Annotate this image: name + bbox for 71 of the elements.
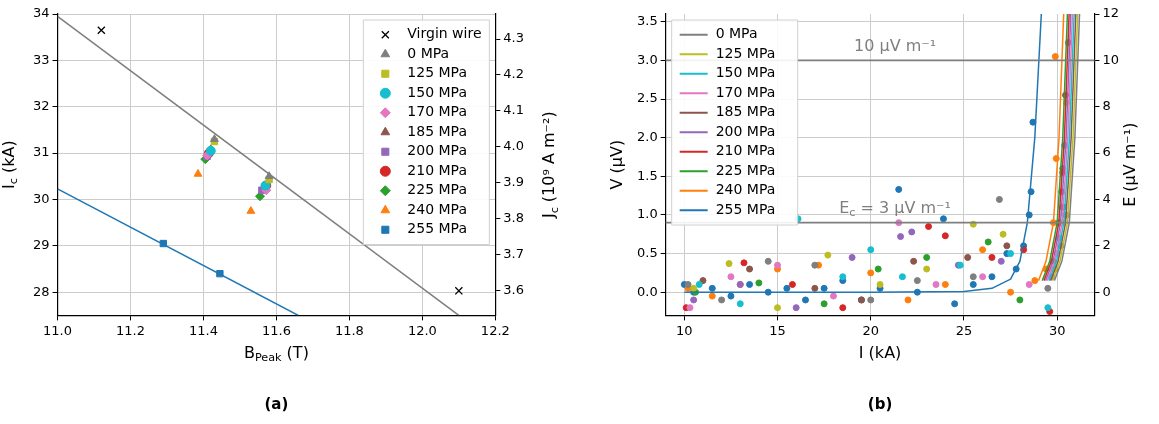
- legend-label: 125 MPa: [407, 64, 467, 81]
- y2-axis-title: E (μV m⁻¹): [1119, 122, 1139, 207]
- legend-label: 210 MPa: [407, 161, 467, 178]
- y2-tick-label: 4.0: [503, 138, 525, 154]
- y-axis-title: Ic (kA): [0, 140, 21, 190]
- y2-tick-label: 8: [1102, 98, 1111, 114]
- y-tick-label: 29: [33, 237, 50, 253]
- legend-label: 200 MPa: [407, 142, 467, 159]
- x-tick-label: 15: [769, 322, 786, 338]
- y2-tick-label: 3.6: [503, 281, 525, 297]
- x-axis-title: I (kA): [858, 342, 902, 362]
- x-tick-label: 11.0: [43, 322, 73, 338]
- x-tick-label: 11.4: [188, 322, 218, 338]
- y-axis-title: V (μV): [606, 139, 626, 190]
- x-tick-label: 11.6: [261, 322, 291, 338]
- y-tick-label: 3.0: [636, 51, 658, 67]
- x-tick-label: 12.0: [407, 322, 437, 338]
- legend-label: 150 MPa: [715, 64, 776, 81]
- legend-label: 0 MPa: [407, 44, 450, 61]
- x-tick-label: 10: [676, 322, 693, 338]
- y2-tick-label: 0: [1102, 283, 1111, 299]
- x-tick-label: 11.8: [334, 322, 364, 338]
- legend-label: 185 MPa: [407, 122, 467, 139]
- y-tick-label: 30: [33, 190, 50, 206]
- x-tick-label: 30: [1048, 322, 1066, 338]
- legend-label: 170 MPa: [715, 83, 776, 100]
- y-tick-label: 2.5: [636, 90, 658, 106]
- x-tick-label: 11.2: [116, 322, 145, 338]
- y2-tick-label: 3.8: [503, 209, 525, 225]
- y2-axis-title: Jc (10⁹ A m⁻²): [539, 111, 562, 220]
- legend-label: 255 MPa: [407, 220, 467, 237]
- y-tick-label: 31: [33, 144, 50, 160]
- y2-tick-label: 4.3: [503, 30, 525, 46]
- y-tick-label: 0.0: [636, 283, 658, 299]
- y-tick-label: 0.5: [636, 244, 658, 260]
- y-tick-label: 3.5: [636, 13, 658, 29]
- text: (b): [867, 394, 893, 413]
- y2-tick-label: 3.7: [503, 245, 525, 261]
- y2-tick-label: 4: [1102, 190, 1111, 206]
- x-tick-label: 12.2: [480, 322, 510, 338]
- y2-tick-label: 4.1: [503, 102, 525, 118]
- y2-tick-label: 3.9: [503, 174, 525, 190]
- y2-tick-label: 10: [1102, 51, 1119, 67]
- legend-label: 255 MPa: [715, 200, 776, 217]
- legend-label: 200 MPa: [715, 122, 776, 139]
- legend-label: 170 MPa: [407, 103, 467, 120]
- x-tick-label: 20: [862, 322, 880, 338]
- legend-label: 150 MPa: [407, 83, 467, 100]
- y2-tick-label: 2: [1102, 237, 1111, 253]
- legend-label: 225 MPa: [407, 181, 467, 198]
- y-tick-label: 1.0: [636, 206, 658, 222]
- y-tick-label: 34: [33, 5, 50, 21]
- x-tick-label: 25: [955, 322, 973, 338]
- y-tick-label: 2.0: [636, 129, 658, 145]
- legend-label: 225 MPa: [715, 161, 776, 178]
- y2-tick-label: 6: [1102, 144, 1111, 160]
- y-tick-label: 1.5: [636, 167, 658, 183]
- y2-tick-label: 4.2: [503, 66, 525, 82]
- legend-label: 125 MPa: [715, 44, 776, 61]
- legend-label: 185 MPa: [715, 103, 776, 120]
- ref-line-label: 10 μV m⁻¹: [854, 35, 937, 55]
- y-tick-label: 33: [33, 51, 50, 67]
- y-tick-label: 32: [33, 98, 50, 114]
- legend-label: Virgin wire: [407, 25, 482, 42]
- y-tick-label: 28: [33, 283, 50, 299]
- y2-tick-label: 12: [1102, 5, 1119, 21]
- legend-label: 210 MPa: [715, 142, 776, 159]
- legend-label: 0 MPa: [715, 25, 758, 42]
- text: (a): [264, 394, 289, 413]
- legend-label: 240 MPa: [407, 200, 467, 217]
- legend-label: 240 MPa: [715, 181, 776, 198]
